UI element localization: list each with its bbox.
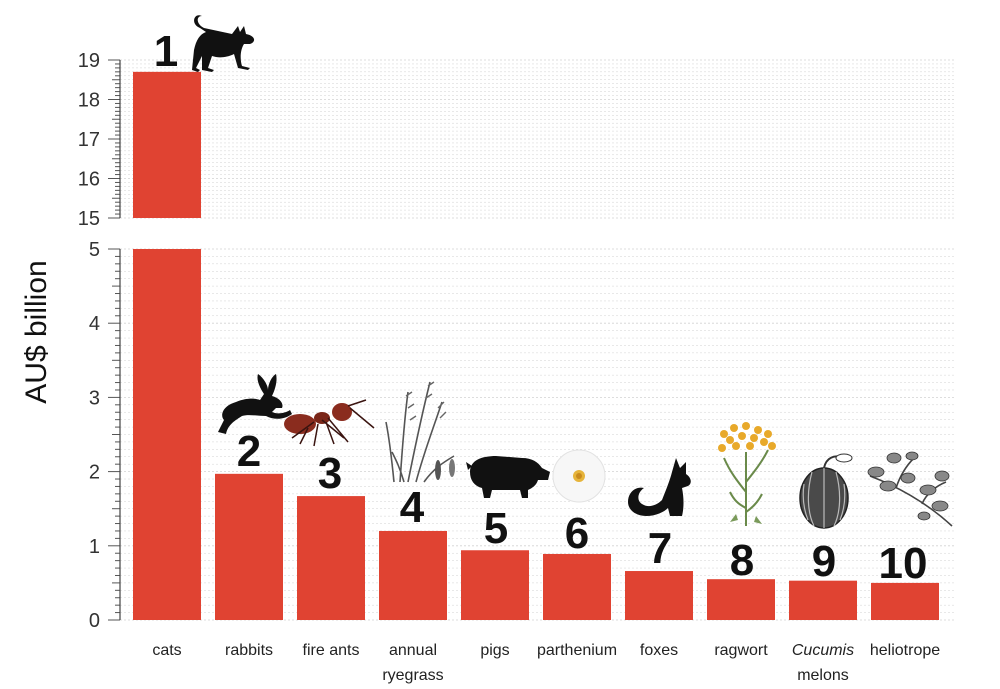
- y-tick-label: 18: [78, 90, 100, 112]
- bar-ragwort: [707, 579, 775, 620]
- category-label: cats: [152, 642, 181, 659]
- category-label: rabbits: [225, 642, 273, 659]
- flower-icon: [552, 449, 606, 503]
- rank-number: 8: [730, 536, 754, 585]
- bar-cats-upper: [133, 71, 201, 218]
- y-tick-label: 5: [89, 239, 100, 261]
- y-tick-label: 17: [78, 129, 100, 151]
- fox-icon: [628, 458, 691, 516]
- pig-icon: [466, 456, 550, 498]
- y-tick-label: 3: [89, 387, 100, 409]
- labels: cats rabbits fire ants annual ryegrass pigs pa…: [152, 27, 940, 684]
- category-label: foxes: [640, 642, 678, 659]
- rabbit-icon: [218, 374, 292, 434]
- bar-annual: [379, 530, 447, 620]
- bar-melons: [789, 580, 857, 620]
- category-label: parthenium: [537, 642, 617, 659]
- bar-foxes: [625, 571, 693, 620]
- y-tick-label: 19: [78, 50, 100, 72]
- category-label: annual: [389, 642, 437, 659]
- icons: [192, 15, 953, 529]
- melon-icon: [799, 453, 853, 529]
- bar-pigs: [461, 550, 529, 620]
- category-label: pigs: [480, 642, 509, 659]
- rank-number: 5: [484, 504, 508, 553]
- y-tick-label: 1: [89, 536, 100, 558]
- rank-number: 4: [400, 483, 425, 532]
- y-tick-label: 15: [78, 208, 100, 230]
- bar-cats-lower: [133, 249, 201, 620]
- y-tick-label: 2: [89, 462, 100, 484]
- bar-heliotrope: [871, 582, 939, 620]
- y-tick-label: 16: [78, 169, 100, 191]
- y-axis-label: AU$ billion: [20, 260, 53, 403]
- bars: [133, 71, 939, 620]
- ant-icon: [284, 399, 375, 447]
- category-label: ragwort: [714, 642, 768, 659]
- heliotrope-icon: [867, 451, 953, 527]
- bar-fire-ants: [297, 496, 365, 620]
- category-label: Cucumis: [792, 642, 854, 659]
- rank-number: 1: [154, 27, 178, 76]
- y-tick-label: 0: [89, 610, 100, 632]
- bar-rabbits: [215, 473, 283, 620]
- y-axis: 0 1 2 3 4 5 15 16 17 18 19: [78, 50, 121, 632]
- rank-number: 10: [879, 539, 928, 588]
- rank-number: 7: [648, 524, 672, 573]
- cat-icon: [192, 15, 255, 72]
- rank-number: 2: [237, 427, 261, 476]
- category-label: fire ants: [303, 642, 360, 659]
- category-label: heliotrope: [870, 642, 940, 659]
- gridlines: [120, 59, 955, 621]
- category-label-line2: ryegrass: [382, 667, 443, 684]
- bar-parthenium: [543, 553, 611, 620]
- ryegrass-icon: [385, 381, 455, 483]
- ragwort-icon: [718, 422, 776, 526]
- y-tick-label: 4: [89, 313, 100, 335]
- rank-number: 3: [318, 449, 342, 498]
- rank-number: 9: [812, 537, 836, 586]
- rank-number: 6: [565, 509, 589, 558]
- category-label-line2: melons: [797, 667, 849, 684]
